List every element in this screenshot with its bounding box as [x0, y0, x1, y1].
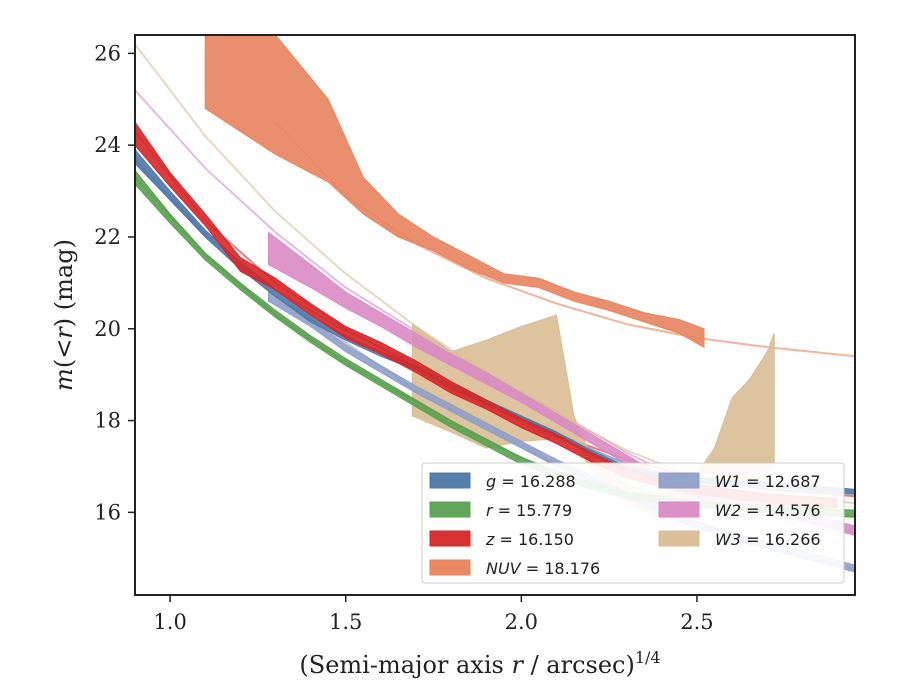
y-tick-label: 26	[94, 41, 121, 65]
series-layer	[135, 35, 855, 573]
legend-label: W1 = 12.687	[715, 472, 821, 491]
legend-swatch	[429, 559, 471, 576]
legend: g = 16.288 r = 15.779 z = 16.150 NUV = 18.1…	[421, 462, 845, 584]
legend-label: W2 = 14.576	[715, 501, 821, 520]
legend-label: g = 16.288	[486, 472, 576, 491]
band-r	[135, 169, 855, 518]
legend-item-nuv: NUV = 18.176	[429, 559, 600, 578]
legend-item-w1: W1 = 12.687	[658, 472, 821, 491]
legend-swatch	[658, 472, 700, 489]
band-w1	[268, 291, 855, 573]
x-tick-label: 2.5	[680, 610, 713, 634]
x-tick-label: 1.5	[329, 610, 362, 634]
y-tick-label: 16	[94, 500, 121, 524]
plot-frame	[134, 34, 856, 596]
legend-item-w3: W3 = 16.266	[658, 530, 821, 549]
legend-items: g = 16.288 r = 15.779 z = 16.150 NUV = 18.1…	[429, 472, 821, 578]
legend-label: W3 = 16.266	[715, 530, 821, 549]
y-tick-label: 18	[94, 409, 121, 433]
legend-label: NUV = 18.176	[486, 559, 600, 578]
model-line-nuv	[274, 121, 855, 358]
legend-label: r = 15.779	[486, 501, 572, 520]
band-w2	[268, 231, 855, 536]
y-axis-label: m(<r) (mag)	[50, 239, 78, 391]
y-tick-label: 22	[94, 225, 121, 249]
legend-swatch	[429, 501, 471, 518]
legend-swatch	[658, 530, 700, 547]
legend-item-r: r = 15.779	[429, 501, 572, 520]
x-tick-label: 2.0	[505, 610, 538, 634]
x-tick-label: 1.0	[153, 610, 186, 634]
ticks-layer: 1.0 1.5 2.0 2.5 16 18 20 22 24 26	[94, 41, 713, 634]
legend-swatch	[429, 472, 471, 489]
legend-label: z = 16.150	[485, 530, 574, 549]
x-axis-label: (Semi-major axis r / arcsec)1/4	[299, 648, 660, 679]
legend-item-g: g = 16.288	[429, 472, 576, 491]
y-tick-label: 24	[94, 133, 121, 157]
band-nuv	[204, 35, 705, 348]
legend-swatch	[429, 530, 471, 547]
y-tick-label: 20	[94, 317, 121, 341]
legend-swatch	[658, 501, 700, 518]
legend-item-w2: W2 = 14.576	[658, 501, 821, 520]
legend-box	[421, 462, 845, 584]
legend-item-z: z = 16.150	[429, 530, 574, 549]
